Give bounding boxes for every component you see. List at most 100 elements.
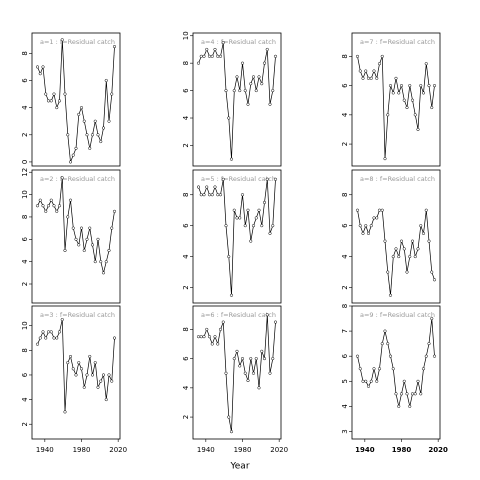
data-point (375, 216, 379, 220)
data-point (101, 373, 106, 377)
y-tick-label: 4 (21, 397, 29, 402)
data-point (355, 354, 360, 358)
data-point (232, 357, 236, 361)
data-point (254, 89, 258, 93)
panel-title: a=4 : f=Residual catch (201, 38, 276, 46)
data-point (224, 371, 228, 375)
data-point (369, 76, 373, 80)
data-point (424, 354, 428, 358)
data-point (68, 160, 73, 164)
y-tick-label: 7 (341, 329, 349, 333)
data-point (104, 260, 108, 264)
data-point (77, 361, 81, 365)
data-point (93, 260, 97, 264)
y-tick-label: 4 (341, 112, 349, 117)
data-point (361, 231, 365, 235)
series-line (198, 314, 276, 432)
panel-frame (31, 32, 121, 167)
data-point (66, 215, 70, 219)
data-point (196, 185, 201, 189)
data-point (380, 54, 384, 58)
y-tick-label: 8 (341, 193, 349, 197)
data-point (243, 89, 247, 93)
panel-title: a=1 : f=Residual catch (40, 38, 115, 46)
data-point (251, 75, 256, 79)
data-point (410, 239, 415, 243)
x-tick-label: 2020 (109, 446, 127, 454)
data-point (262, 200, 267, 205)
data-point (74, 373, 78, 377)
data-point (112, 336, 117, 340)
data-point (364, 379, 368, 383)
data-point (82, 248, 86, 253)
panel-title: a=8 : f=Residual catch (360, 175, 435, 183)
data-point (196, 61, 201, 65)
data-point (110, 92, 114, 96)
y-tick-label: 8 (21, 348, 29, 352)
data-point (372, 69, 376, 73)
data-point (238, 364, 242, 368)
data-point (49, 99, 53, 103)
y-tick-label: 4 (182, 254, 190, 259)
data-point (60, 176, 64, 180)
data-point (413, 255, 417, 259)
data-point (388, 293, 393, 297)
data-point (408, 404, 412, 408)
data-point (232, 208, 236, 212)
y-tick-label: 8 (341, 304, 349, 308)
x-axis-label: Year (229, 462, 249, 472)
data-point (260, 82, 264, 86)
data-point (432, 84, 437, 88)
data-point (60, 38, 64, 42)
data-point (110, 379, 114, 383)
y-tick-label: 2 (182, 415, 190, 419)
data-point (107, 119, 111, 123)
data-point (430, 105, 434, 110)
data-point (101, 126, 106, 130)
data-point (262, 357, 267, 361)
data-point (432, 354, 437, 358)
data-point (202, 335, 206, 339)
data-point (44, 92, 48, 96)
data-point (232, 89, 236, 93)
data-point (246, 102, 250, 106)
data-point (375, 76, 379, 80)
data-point (405, 392, 409, 396)
data-point (110, 226, 114, 230)
y-tick-label: 2 (21, 133, 29, 137)
y-tick-label: 8 (182, 327, 190, 331)
y-tick-label: 10 (21, 190, 29, 199)
data-point (99, 260, 103, 264)
data-point (55, 106, 59, 110)
data-point (82, 119, 86, 123)
data-point (419, 84, 423, 88)
data-point (246, 208, 250, 212)
data-point (366, 76, 371, 80)
data-point (221, 41, 225, 45)
data-point (99, 379, 103, 383)
data-point (57, 330, 62, 334)
data-point (240, 357, 245, 361)
data-point (386, 342, 390, 346)
data-point (85, 237, 89, 241)
data-point (74, 237, 78, 241)
data-point (88, 226, 92, 230)
data-point (383, 329, 387, 333)
x-tick-label: 1980 (392, 446, 412, 454)
data-point (388, 84, 393, 88)
data-point (271, 224, 275, 228)
data-point (235, 349, 239, 353)
data-point (216, 54, 220, 58)
data-point (268, 231, 272, 235)
data-point (41, 65, 45, 69)
data-point (249, 82, 253, 86)
data-point (52, 92, 56, 96)
data-point (372, 367, 376, 371)
data-point (112, 209, 117, 213)
data-point (221, 320, 225, 324)
data-point (402, 98, 406, 102)
y-tick-label: 2 (341, 285, 349, 289)
data-point (380, 342, 384, 346)
data-point (361, 76, 365, 80)
y-tick-label: 8 (182, 61, 190, 65)
